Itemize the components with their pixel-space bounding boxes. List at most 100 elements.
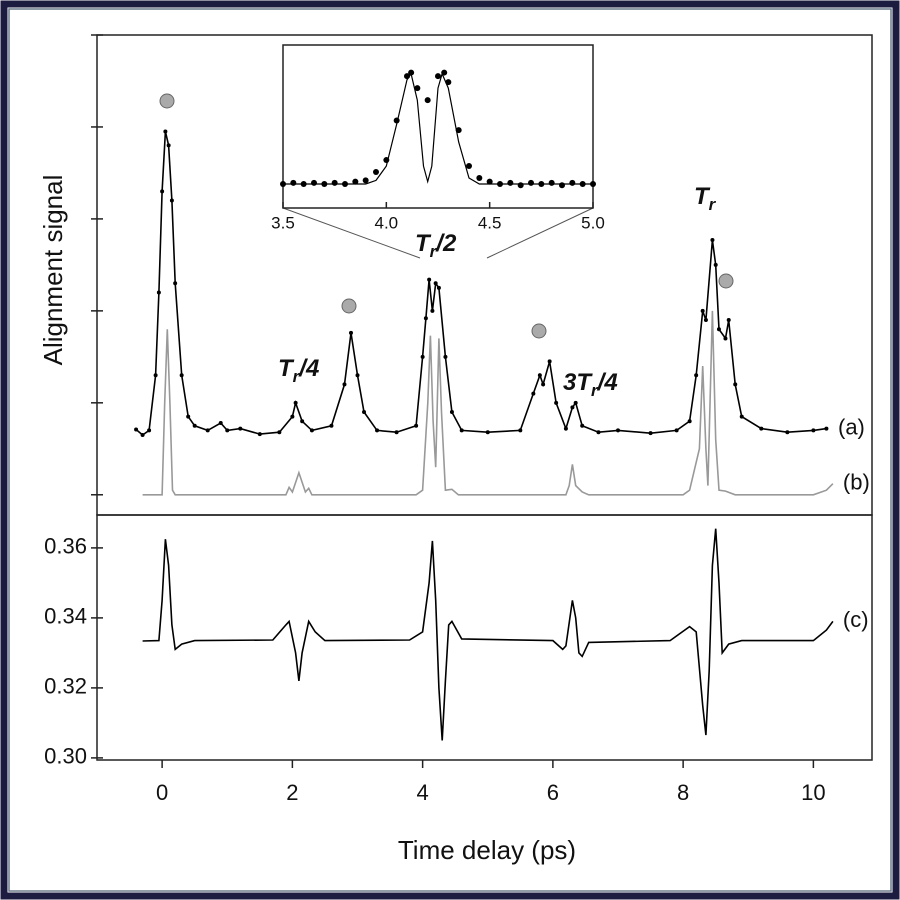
data-point [449,410,454,415]
data-point [759,426,764,431]
data-point [726,318,731,323]
annotation-main: T [694,183,711,210]
data-point [300,419,305,424]
data-point [710,238,715,243]
peak-marker [341,298,357,314]
data-point [433,281,438,286]
data-point [331,179,338,186]
data-point [580,423,585,428]
x-tick-label: 8 [677,780,689,805]
y-tick-label: 0.30 [44,744,87,769]
data-point [352,178,359,185]
data-point [430,308,435,313]
data-point [153,373,158,378]
data-point [723,336,728,341]
annotation: Tr/2 [415,230,457,261]
x-tick-label: 5.0 [581,213,605,232]
data-point [375,428,380,433]
x-tick-label: 4.5 [478,213,502,232]
data-point [311,179,317,186]
data-point [225,428,230,433]
data-point [547,359,552,364]
data-point [528,179,534,186]
annotation-pre: 3 [563,369,577,396]
series-line [142,528,834,741]
annotation: Tr [694,183,717,214]
data-point [569,179,576,186]
x-tick-label: 6 [547,780,559,805]
data-point [362,410,367,415]
data-point [424,97,431,104]
plot-frame [96,514,873,761]
y-tick-label: 0.36 [44,534,87,559]
data-point [785,430,790,435]
x-tick-label: 0 [156,780,168,805]
data-point [293,400,298,405]
data-point [616,428,621,433]
series-line [135,131,827,437]
annotation: 3Tr/4 [563,369,618,400]
data-point [309,428,314,433]
data-point [739,414,744,419]
data-point [443,354,448,359]
annotation-sub: r [293,367,301,386]
annotation-sub: r [591,381,599,400]
data-point [420,354,425,359]
data-point [824,426,829,431]
data-point [713,262,718,267]
annotation: Tr/4 [278,355,319,386]
data-point [173,281,178,286]
y-tick-label: 0.34 [44,604,87,629]
data-point [517,182,524,189]
annotation-sub: r [709,195,717,214]
data-point [570,405,575,410]
data-point [342,382,347,387]
y-tick-label: 0.32 [44,674,87,699]
data-point [733,382,738,387]
data-point [466,163,472,170]
x-tick-label: 2 [286,780,298,805]
data-point [218,421,223,426]
data-point [277,430,282,435]
peak-marker [718,273,734,289]
data-point [163,129,168,134]
data-point [192,423,197,428]
data-point [507,179,514,186]
data-point [596,430,601,435]
series-label: (c) [843,607,869,632]
inset-connector [486,207,594,259]
data-point [414,423,419,428]
annotation-rest: /4 [597,369,618,396]
data-point [541,382,546,387]
data-point [485,430,490,435]
annotation-main: T [576,369,593,396]
data-point [408,69,415,76]
data-point [140,433,145,437]
data-point [423,316,428,321]
data-point [205,428,210,433]
peak-markers [159,93,734,339]
data-point [537,373,542,378]
data-point [554,400,559,405]
x-tick-label: 4.0 [375,213,399,232]
data-point [674,428,679,433]
data-point [518,428,523,433]
annotation-main: T [278,355,295,382]
peak-marker [531,323,547,339]
peak-marker [159,93,175,109]
annotation-sub: r [430,242,438,261]
series-line [142,310,834,496]
series-line [283,72,593,185]
data-point [811,428,816,433]
data-point [186,414,191,419]
data-point [147,428,152,433]
data-point [394,430,399,435]
data-point [486,178,493,185]
series-label: (a) [838,414,865,439]
y-axis-label: Alignment signal [38,175,68,366]
data-point [355,373,360,378]
data-point [134,427,139,432]
data-point [648,431,653,436]
x-tick-label: 4 [417,780,429,805]
